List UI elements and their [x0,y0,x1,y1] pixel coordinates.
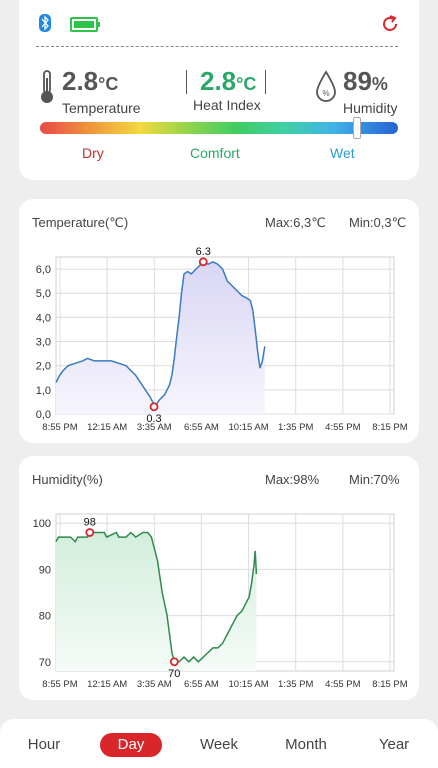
y-tick-label: 5,0 [36,288,51,300]
temperature-label: Temperature [62,100,141,116]
extreme-point-marker [85,528,95,537]
x-tick-label: 8:55 PM [42,679,77,690]
y-tick-label: 4,0 [36,312,51,324]
data-label: 6.3 [196,246,211,258]
x-tick-label: 8:55 PM [42,422,77,433]
extreme-point-marker [198,257,208,267]
humidity-drop-icon: % [316,70,336,102]
chart-title: Humidity(%) [32,472,103,487]
humidity-chart-card: Humidity(%) Max:98% Min:70% 8:55 PM 12:15… [19,456,419,700]
humidity-value: 89% [343,66,388,96]
thermometer-icon [41,70,53,103]
x-tick-label: 10:15 AM [229,422,269,433]
tab-hour[interactable]: Hour [27,736,61,753]
x-tick-label: 6:55 AM [184,679,219,690]
x-tick-label: 4:55 PM [325,679,360,690]
bluetooth-icon [39,14,51,32]
heat-index-label: Heat Index [193,97,261,113]
chart-min: Min:70% [349,472,400,487]
wet-label: Wet [330,145,355,161]
humidity-label: Humidity [343,100,398,116]
x-tick-label: 1:35 PM [278,422,313,433]
dry-label: Dry [82,145,104,161]
tab-day[interactable]: Day [100,733,162,757]
tab-month[interactable]: Month [285,736,327,753]
current-readings-card: 2.8°C Temperature 2.8°C Heat Index % 89%… [19,0,419,180]
chart-title: Temperature(℃) [32,215,129,230]
comfort-label: Comfort [190,145,240,161]
temperature-value: 2.8°C [62,66,119,96]
x-tick-label: 3:35 AM [137,679,172,690]
y-tick-label: 100 [33,518,51,530]
battery-icon [70,17,100,32]
chart-max: Max:6,3℃ [265,215,326,230]
y-tick-label: 0,0 [36,409,51,421]
series-area [56,261,265,414]
period-tab-bar: Hour Day Week Month Year [0,719,438,768]
separator [186,70,187,94]
x-tick-label: 4:55 PM [325,422,360,433]
x-tick-label: 1:35 PM [278,679,313,690]
extreme-point-marker [149,402,159,412]
series-area [56,532,257,671]
x-tick-label: 8:15 PM [372,679,407,690]
refresh-icon[interactable] [380,14,400,34]
x-tick-label: 10:15 AM [229,679,269,690]
separator [265,70,266,94]
series-line [55,260,266,409]
svg-text:%: % [322,89,329,98]
chart-max: Max:98% [265,472,320,487]
y-tick-label: 90 [39,564,51,576]
y-tick-label: 2,0 [36,361,51,373]
x-tick-label: 12:15 AM [87,422,127,433]
x-tick-label: 6:55 AM [184,422,219,433]
temperature-chart-card: Temperature(℃) Max:6,3℃ Min:0,3℃ 8:55 PM… [19,199,419,443]
y-tick-label: 70 [39,657,51,669]
y-tick-label: 6,0 [36,264,51,276]
tab-week[interactable]: Week [199,736,239,753]
data-label: 70 [168,668,180,680]
heat-index-value: 2.8°C [200,66,257,96]
y-tick-label: 80 [39,611,51,623]
x-tick-label: 3:35 AM [137,422,172,433]
temperature-chart[interactable]: 8:55 PM 12:15 AM 3:35 AM 6:55 AM 10:15 AM 1:3… [19,199,419,443]
x-tick-label: 12:15 AM [87,679,127,690]
data-label: 98 [84,516,96,528]
chart-min: Min:0,3℃ [349,215,407,230]
tab-year[interactable]: Year [378,736,410,753]
divider [36,46,398,47]
data-label: 0.3 [146,413,161,425]
x-tick-label: 8:15 PM [372,422,407,433]
series-line [55,531,258,663]
humidity-chart[interactable]: 8:55 PM 12:15 AM 3:35 AM 6:55 AM 10:15 AM 1:3… [19,456,419,700]
y-tick-label: 1,0 [36,385,51,397]
y-tick-label: 3,0 [36,337,51,349]
extreme-point-marker [169,657,179,667]
comfort-gradient-bar [40,122,398,134]
comfort-indicator [353,117,361,139]
